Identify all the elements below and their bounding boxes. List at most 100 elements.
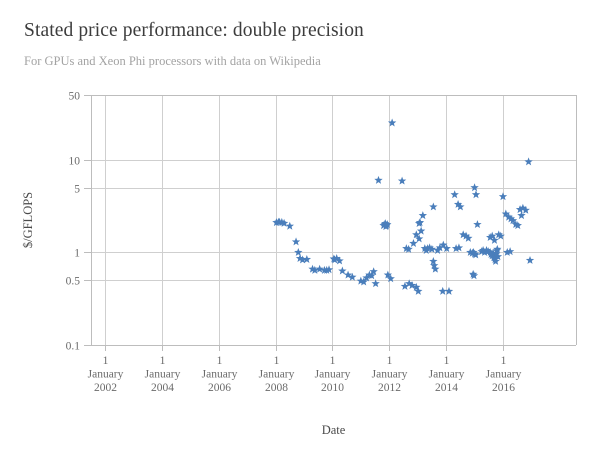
x-tick-label: 1 [387,355,393,367]
x-tick-label: 1 [160,355,166,367]
data-point-marker [504,212,513,221]
data-point-marker [491,249,501,258]
data-point-marker [439,240,448,249]
plot-frame [91,95,577,346]
data-point-marker [338,266,347,275]
x-tick-label: January [259,369,295,381]
data-point-marker [496,231,505,240]
x-tick-label: January [486,369,522,381]
data-point-marker [418,211,428,220]
data-point-marker [444,286,454,295]
data-point-marker [405,279,414,288]
x-tick-label: January [145,369,181,381]
data-point-marker [429,256,438,265]
data-point-marker [442,244,451,253]
data-point-marker [330,255,339,264]
y-tick-label: 10 [69,156,81,168]
x-tick-label: 1 [217,355,223,367]
data-point-marker [383,220,392,229]
data-point-marker [298,255,307,264]
data-point-marker [407,281,417,289]
data-point-marker [453,199,463,208]
data-point-marker [427,244,437,253]
data-point-marker [367,271,376,280]
data-point-marker [409,239,418,247]
x-tick-label: January [372,369,408,381]
x-tick-label: 2008 [265,382,288,394]
data-point-marker [461,231,471,240]
data-point-marker [486,233,495,241]
data-point-marker [374,175,383,184]
data-point-marker [515,205,525,214]
data-point-marker [369,267,378,276]
data-point-marker [371,279,380,288]
data-point-marker [431,264,440,273]
x-tick-label: 1 [501,355,507,367]
data-point-marker [412,282,421,291]
data-point-marker [493,252,503,261]
x-tick-label: 1 [274,355,280,367]
data-point-marker [359,277,368,286]
data-point-marker [430,261,439,270]
data-point-marker [469,271,479,280]
y-tick-label: 5 [74,184,80,196]
data-point-marker [517,211,526,220]
data-point-marker [478,246,488,254]
data-point-marker [524,157,533,166]
data-point-marker [400,281,410,290]
chart-title: Stated price performance: double precisi… [24,20,364,41]
y-axis-title: $/GFLOPS [21,192,35,248]
data-point-marker [383,270,393,279]
data-point-marker [494,230,503,239]
data-point-marker [322,265,331,274]
y-tick-label: 1 [74,248,80,260]
x-tick-label: January [429,369,465,381]
x-tick-label: 1 [103,355,109,367]
x-tick-label: 2004 [151,382,174,394]
data-point-marker [414,234,424,243]
data-point-marker [525,255,535,264]
data-point-marker [506,214,516,223]
data-point-marker [488,231,497,240]
data-point-marker [291,237,301,246]
x-tick-label: 2002 [94,382,117,394]
data-point-marker [362,273,371,282]
x-tick-label: January [88,369,124,381]
data-point-marker [501,209,511,218]
data-point-marker [454,243,464,252]
x-axis-title: Date [322,423,346,437]
data-point-marker [412,230,421,239]
data-point-marker [415,218,425,227]
tick-marks [84,95,504,351]
data-point-marker [473,220,482,229]
data-point-marker [518,203,528,212]
data-point-marker [285,221,294,230]
data-point-marker [386,274,395,283]
data-point-marker [279,218,289,227]
data-point-marker [343,270,353,279]
data-point-marker [508,216,518,225]
data-point-marker [513,221,522,230]
data-point-marker [471,250,480,259]
data-point-marker [295,254,305,262]
data-point-marker [490,235,499,244]
data-point-marker [503,247,512,256]
data-point-marker [450,190,459,199]
data-point-marker [308,264,317,273]
y-tick-label: 0.1 [66,341,81,353]
axis-tick-labels: 5010510.50.11January20021January20041Jan… [66,91,522,395]
data-point-marker [498,192,508,201]
data-point-marker [521,205,530,214]
data-point-marker [505,247,515,256]
x-tick-label: 2010 [321,382,344,394]
data-point-marker [464,233,473,242]
data-point-marker [315,264,324,273]
data-point-marker [469,247,478,256]
data-point-marker [470,183,479,192]
data-point-marker [471,190,481,199]
x-tick-label: 1 [330,355,336,367]
x-tick-label: 2016 [492,382,515,394]
data-point-marker [491,256,500,265]
data-point-marker [324,265,334,274]
